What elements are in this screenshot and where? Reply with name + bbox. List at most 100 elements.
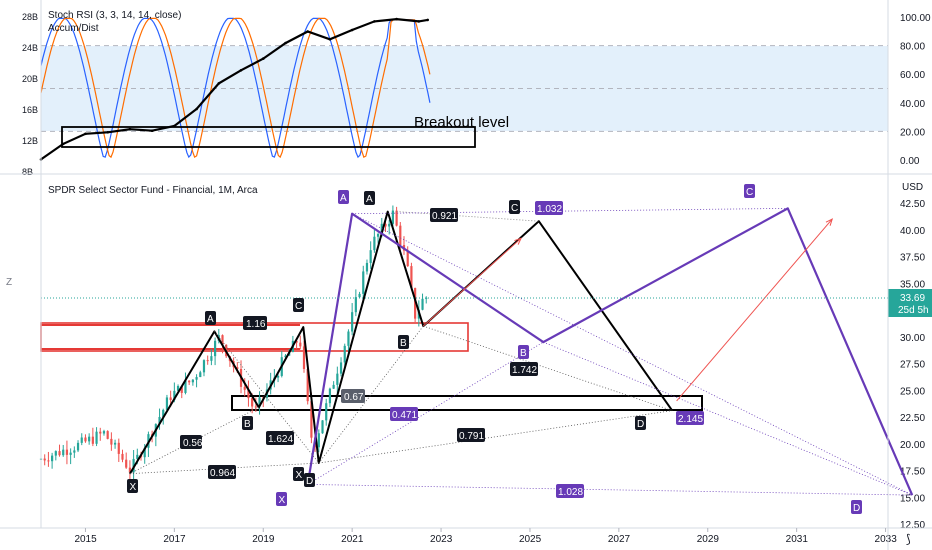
accum-dist-point	[373, 20, 376, 23]
small-x-point: X	[293, 467, 304, 481]
candle-body	[162, 409, 165, 417]
candle-body	[73, 450, 76, 453]
candle-body	[328, 388, 332, 404]
ratio-1-028: 1.028	[556, 484, 584, 498]
accum-dist-point	[328, 38, 332, 41]
currency-label: USD	[902, 182, 923, 193]
price-tick: 25.00	[900, 386, 925, 397]
black-a-point: A	[205, 311, 216, 325]
svg-text:X: X	[279, 495, 286, 506]
candle-body	[206, 360, 209, 362]
candle-body	[210, 356, 213, 361]
tradingview-logo-icon: ⟆	[906, 532, 911, 546]
purple-a-point: A	[338, 190, 349, 204]
stoch-rsi-pane[interactable]: 28B 24B 20B 16B 12B 8B 100.00 80.00 60.00 40.00 2…	[22, 10, 931, 177]
purple-b-point: B	[518, 345, 529, 359]
accum-dist-title: Accum/Dist	[48, 23, 99, 34]
accum-dist-point	[284, 41, 287, 45]
accum-axis-tick: 28B	[22, 12, 38, 22]
candle-body	[110, 438, 113, 445]
time-tick: 2021	[341, 534, 364, 545]
candle-body	[88, 436, 91, 442]
svg-text:2.145: 2.145	[678, 414, 703, 425]
candle-body	[254, 406, 257, 408]
accum-axis-tick: 20B	[22, 74, 38, 84]
candle-body	[62, 449, 65, 456]
svg-text:0.67: 0.67	[344, 392, 364, 403]
candle-body	[410, 266, 413, 289]
candle-body	[213, 340, 217, 357]
projection-arrow-far-head	[825, 218, 834, 226]
candle-body	[76, 442, 80, 451]
ratio-guide-line	[423, 325, 673, 411]
projection-arrow-far	[676, 218, 833, 402]
price-tick: 17.50	[900, 467, 925, 478]
candle-body	[384, 223, 387, 227]
svg-text:B: B	[400, 338, 407, 349]
svg-text:0.56: 0.56	[183, 438, 203, 449]
candle-body	[184, 380, 187, 393]
candle-body	[302, 346, 306, 369]
svg-text:1.032: 1.032	[537, 204, 562, 215]
time-tick: 2017	[163, 534, 186, 545]
price-tick: 15.00	[900, 493, 925, 504]
time-tick: 2027	[608, 534, 631, 545]
candle-body	[236, 367, 239, 369]
candle-body	[143, 447, 146, 458]
svg-text:X: X	[296, 470, 303, 481]
candle-body	[414, 288, 417, 319]
candle-body	[199, 372, 202, 378]
candle-body	[158, 416, 161, 425]
stoch-d-line	[40, 17, 431, 159]
candle-body	[425, 297, 428, 299]
purple-c-point: C	[744, 184, 755, 198]
candle-body	[325, 403, 328, 421]
price-pane[interactable]: 42.5040.0037.5035.0032.5030.0027.5025.00…	[39, 182, 932, 531]
projection-arrows	[422, 218, 834, 402]
candle-body	[125, 459, 128, 468]
candle-body	[202, 360, 206, 373]
stoch-axis-tick: 40.00	[900, 99, 925, 110]
svg-text:A: A	[340, 193, 347, 204]
candle-body	[43, 458, 46, 461]
breakout-box	[61, 126, 476, 148]
svg-text:D: D	[853, 503, 860, 514]
ratio-1-16: 1.16	[243, 316, 267, 330]
bar-countdown: 25d 5h	[898, 305, 929, 316]
accum-axis-tick: 8B	[22, 167, 33, 177]
candle-body	[180, 386, 183, 393]
candle-body	[121, 453, 124, 460]
candle-body	[80, 437, 83, 443]
accum-dist-point	[84, 132, 87, 136]
time-tick: 2033	[875, 534, 898, 545]
candle-body	[176, 386, 180, 391]
black-x-point: X	[127, 479, 138, 493]
price-tick: 37.50	[900, 253, 925, 264]
svg-text:1.16: 1.16	[246, 319, 266, 330]
accum-dist-point	[395, 17, 398, 21]
svg-text:C: C	[295, 301, 302, 312]
candle-body	[284, 355, 287, 358]
pattern-labels: X A B C D X A B C D X A B C D 1.16 0.56 …	[127, 184, 862, 514]
accum-dist-point	[239, 69, 243, 72]
candle-body	[310, 401, 313, 438]
ratio-0-921: 0.921	[430, 208, 458, 222]
small-a-point: A	[364, 191, 375, 205]
candle-body	[336, 373, 339, 385]
candle-body	[113, 442, 117, 445]
candle-body	[91, 436, 94, 444]
candle-body	[317, 433, 320, 448]
time-tick: 2029	[697, 534, 720, 545]
svg-text:0.921: 0.921	[432, 211, 457, 222]
candle-body	[347, 331, 350, 346]
svg-text:C: C	[746, 187, 753, 198]
candle-body	[58, 451, 61, 456]
ratio-1-032: 1.032	[535, 201, 563, 215]
candle-body	[221, 335, 224, 345]
time-tick: 2031	[786, 534, 809, 545]
candle-body	[362, 271, 365, 294]
projection-arrow-near	[422, 237, 522, 327]
svg-text:1.028: 1.028	[558, 487, 583, 498]
candle-body	[102, 431, 106, 434]
